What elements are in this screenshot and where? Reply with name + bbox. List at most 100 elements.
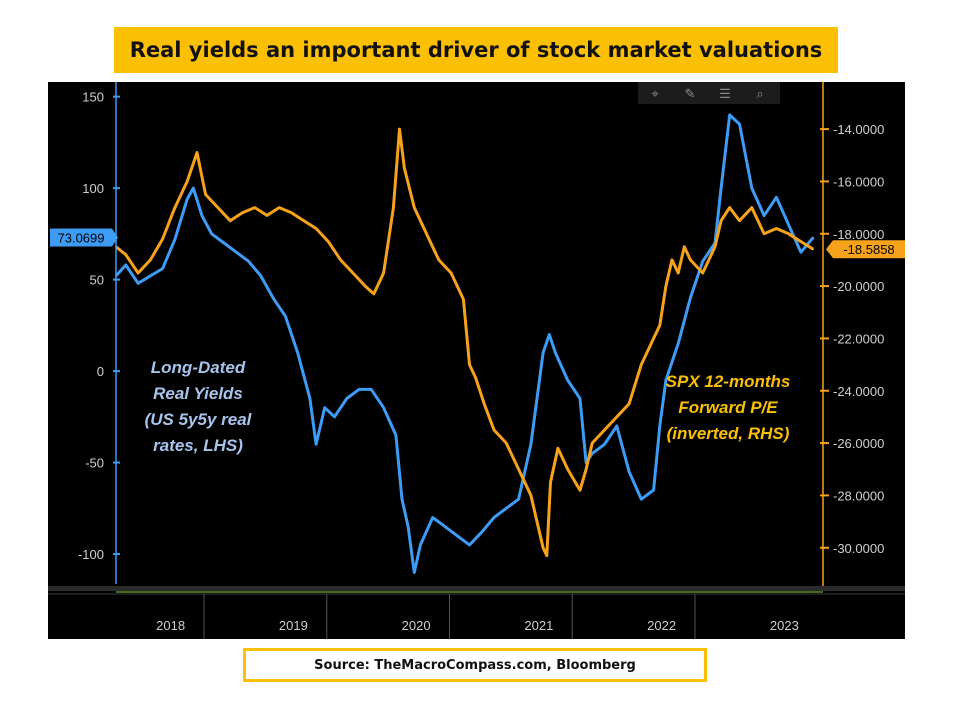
spx-pe-point	[290, 212, 293, 214]
real-yields-point	[323, 406, 326, 409]
spx-pe-point	[566, 468, 569, 471]
real-yields-point	[161, 267, 164, 270]
right-last-value-tag: -18.5858	[826, 240, 905, 259]
spx-pe-point	[714, 246, 716, 248]
right-tick-label: -16.0000	[833, 174, 884, 189]
spx-pe-point	[800, 240, 802, 243]
source-text: Source: TheMacroCompass.com, Bloomberg	[314, 657, 636, 673]
spx-pe-point	[536, 520, 538, 523]
spx-pe-point	[628, 403, 630, 405]
spx-pe-point	[174, 206, 176, 209]
spx-pe-point	[398, 128, 401, 130]
real-yields-point	[284, 315, 287, 317]
real-yields-point	[720, 187, 722, 189]
spx-pe-point	[665, 285, 667, 287]
spx-pe-point	[266, 214, 268, 217]
spx-pe-point	[204, 193, 207, 196]
real-yields-point	[659, 425, 661, 427]
right-tick-label: -26.0000	[833, 436, 884, 451]
spx-pe-point	[557, 447, 559, 450]
spx-pe-point	[530, 494, 532, 497]
spx-pe-point	[652, 337, 655, 340]
real-yields-point	[137, 282, 139, 285]
real-yields-point	[677, 342, 679, 345]
real-yields-point	[247, 260, 250, 263]
svg-text:☰: ☰	[719, 86, 731, 101]
left-last-value: 73.0699	[58, 231, 105, 246]
right-series-annotation: SPX 12-months	[666, 372, 791, 391]
spx-pe-point	[720, 219, 722, 222]
right-tick-label: -20.0000	[833, 279, 884, 294]
real-yields-point	[223, 242, 225, 244]
real-yields-point	[431, 516, 434, 519]
real-yields-point	[505, 507, 508, 510]
spx-pe-point	[585, 468, 587, 471]
left-series-annotation: rates, LHS)	[153, 436, 243, 455]
spx-pe-point	[616, 416, 618, 418]
right-tick-label: -18.0000	[833, 227, 884, 242]
spx-pe-point	[352, 272, 354, 274]
left-series-annotation: Real Yields	[153, 384, 243, 403]
spx-pe-point	[229, 219, 231, 222]
spx-pe-point	[373, 293, 375, 295]
spx-pe-point	[392, 206, 395, 209]
real-yields-point	[309, 397, 311, 400]
chart-title-box: Real yields an important driver of stock…	[114, 27, 838, 73]
spx-pe-point	[217, 206, 219, 209]
svg-text:⌖: ⌖	[651, 86, 659, 101]
real-yields-point	[272, 297, 274, 299]
spx-pe-point	[382, 272, 385, 274]
spx-pe-point	[364, 285, 367, 287]
spx-pe-point	[149, 259, 152, 261]
spx-pe-point	[728, 206, 731, 209]
real-yields-point	[701, 260, 704, 263]
real-yields-point	[738, 123, 741, 125]
real-yields-point	[125, 264, 127, 266]
scroll-track[interactable]	[48, 586, 905, 591]
list-icon[interactable]: ☰	[719, 86, 731, 101]
spx-pe-point	[339, 259, 342, 261]
spx-pe-point	[549, 481, 552, 484]
real-yields-point	[665, 379, 667, 382]
spx-pe-point	[579, 489, 581, 492]
real-yields-point	[419, 544, 422, 546]
svg-text:✎: ✎	[685, 86, 696, 101]
spx-pe-point	[462, 298, 465, 300]
real-yields-point	[456, 535, 459, 537]
crosshair-icon[interactable]: ⌖	[651, 86, 659, 101]
spx-pe-point	[775, 227, 778, 230]
spx-pe-point	[315, 227, 317, 230]
real-yields-point	[358, 388, 360, 391]
spx-pe-point	[671, 259, 673, 261]
zoom-icon[interactable]: ⌕	[756, 86, 763, 101]
real-yields-point	[481, 531, 483, 533]
right-tick-label: -14.0000	[833, 122, 884, 137]
spx-pe-point	[659, 324, 661, 327]
spx-pe-line	[115, 127, 814, 558]
real-yields-point	[640, 498, 643, 501]
real-yields-point	[382, 406, 385, 409]
spx-pe-point	[125, 253, 127, 256]
spx-pe-point	[327, 240, 330, 243]
real-yields-point	[812, 236, 814, 239]
spx-pe-point	[591, 442, 593, 444]
right-series-annotation: Forward P/E	[678, 398, 778, 417]
right-last-value: -18.5858	[843, 242, 894, 257]
spx-pe-point	[196, 151, 198, 154]
spx-pe-point	[683, 246, 686, 248]
left-tick-label: 100	[82, 181, 104, 196]
real-yields-point	[536, 397, 538, 400]
real-yields-point	[800, 251, 802, 253]
spx-pe-point	[493, 429, 495, 431]
pencil-icon[interactable]: ✎	[685, 86, 696, 101]
spx-pe-point	[751, 206, 753, 209]
spx-pe-point	[812, 248, 814, 250]
real-yields-point	[149, 275, 152, 277]
spx-pe-point	[738, 219, 741, 222]
x-tick-label: 2021	[524, 618, 553, 633]
left-tick-label: 0	[97, 364, 104, 379]
real-yields-point	[413, 571, 416, 574]
real-yields-point	[201, 214, 203, 217]
real-yields-point	[235, 251, 238, 253]
x-tick-label: 2020	[402, 618, 431, 633]
